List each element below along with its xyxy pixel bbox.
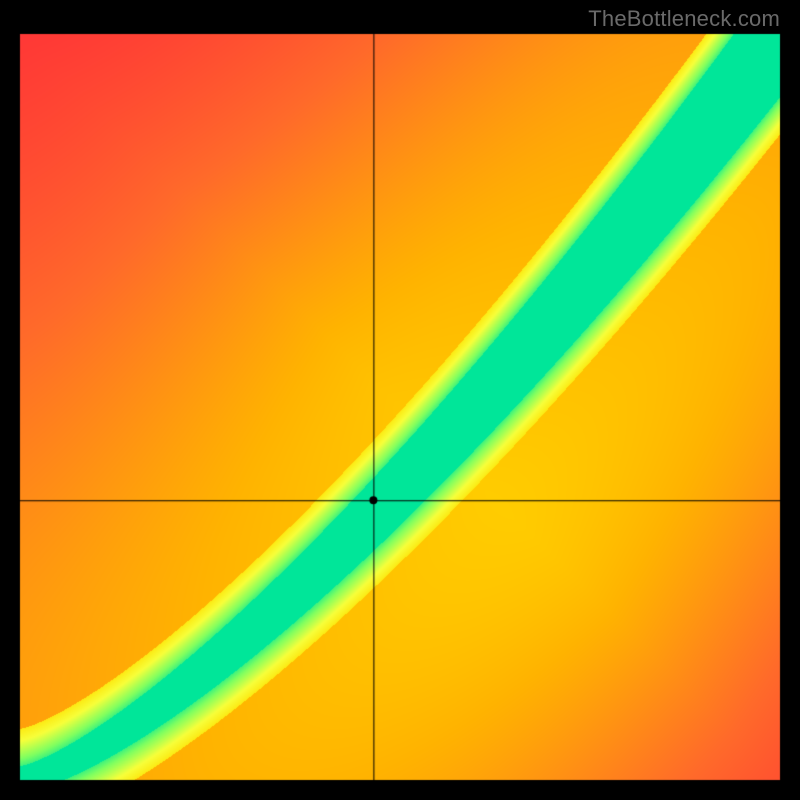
watermark-text: TheBottleneck.com <box>588 6 780 32</box>
chart-container: TheBottleneck.com <box>0 0 800 800</box>
bottleneck-heatmap-canvas <box>0 0 800 800</box>
